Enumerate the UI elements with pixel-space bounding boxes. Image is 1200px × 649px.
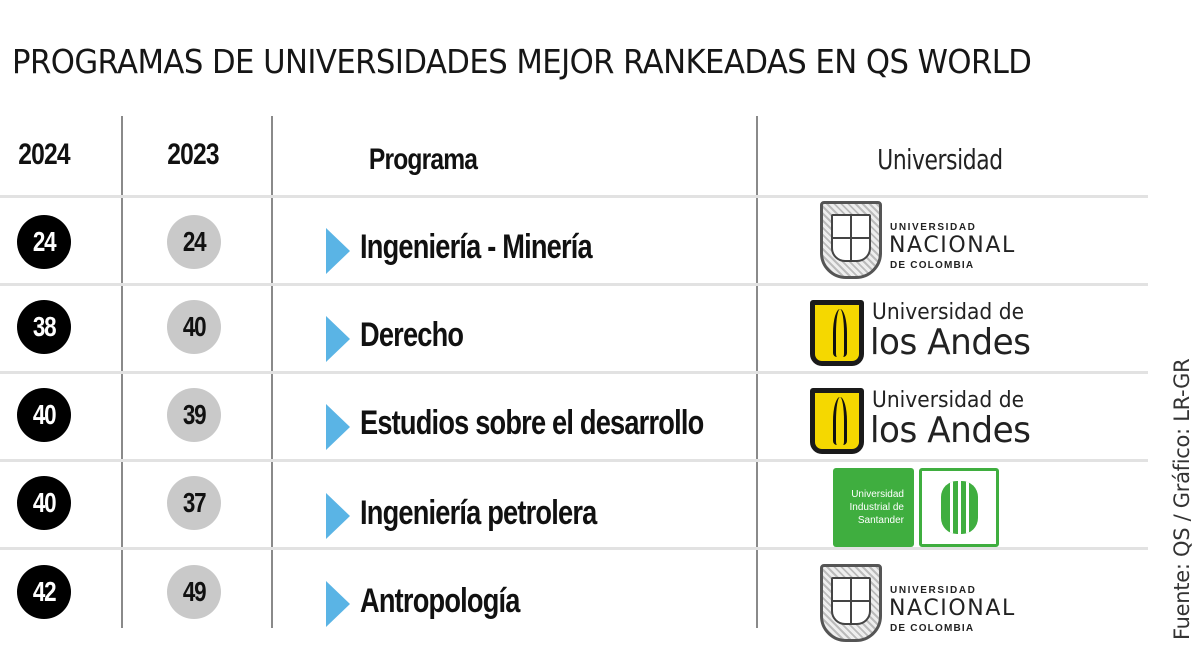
program-name: Antropología (360, 582, 520, 620)
rank-2024-badge: 42 (17, 565, 71, 619)
program-name: Ingeniería petrolera (360, 494, 597, 532)
table-row: 40 39 Estudios sobre el desarrollo Unive… (0, 374, 1148, 462)
header-programa: Programa (368, 143, 478, 176)
andes-shield-icon (810, 388, 864, 454)
arrow-icon (326, 316, 350, 362)
row-divider (0, 459, 1148, 462)
rank-2024-badge: 40 (17, 476, 71, 530)
rank-2023-badge: 40 (167, 300, 221, 354)
logo-universidad-nacional: UNIVERSIDAD NACIONAL DE COLOMBIA (820, 201, 1020, 283)
rank-2023-badge: 39 (167, 388, 221, 442)
program-name: Ingeniería - Minería (360, 228, 593, 266)
row-divider (0, 195, 1148, 198)
andes-shield-icon (810, 300, 864, 366)
rank-2024-badge: 40 (17, 388, 71, 442)
logo-universidad-de-los-andes: Universidad de los Andes (810, 300, 1031, 370)
program-name: Estudios sobre el desarrollo (360, 404, 704, 442)
unal-shield-icon (820, 564, 882, 642)
row-divider (0, 547, 1148, 550)
rank-2024-badge: 24 (17, 215, 71, 269)
table-row: 38 40 Derecho Universidad de los Andes (0, 286, 1148, 374)
rank-2024-badge: 38 (17, 300, 71, 354)
rank-2023-badge: 49 (167, 565, 221, 619)
table-row: 24 24 Ingeniería - Minería UNIVERSIDAD N… (0, 198, 1148, 286)
logo-universidad-de-los-andes: Universidad de los Andes (810, 388, 1031, 458)
logo-universidad-industrial-santander: Universidad Industrial de Santander (833, 468, 1003, 548)
uis-emblem-icon (919, 468, 999, 547)
rank-2023-badge: 37 (167, 476, 221, 530)
rank-2023-badge: 24 (167, 215, 221, 269)
table-row: 40 37 Ingeniería petrolera Universidad I… (0, 462, 1148, 550)
row-divider (0, 283, 1148, 286)
header-2024: 2024 (18, 138, 70, 171)
table-row: 42 49 Antropología UNIVERSIDAD NACIONAL … (0, 550, 1148, 642)
chart-title: PROGRAMAS DE UNIVERSIDADES MEJOR RANKEAD… (12, 42, 1032, 81)
logo-universidad-nacional: UNIVERSIDAD NACIONAL DE COLOMBIA (820, 564, 1020, 646)
header-2023: 2023 (167, 138, 219, 171)
unal-shield-icon (820, 201, 882, 279)
header-universidad: Universidad (877, 143, 1003, 176)
uis-text-box: Universidad Industrial de Santander (833, 468, 914, 547)
arrow-icon (326, 404, 350, 450)
arrow-icon (326, 493, 350, 539)
program-name: Derecho (360, 316, 464, 354)
arrow-icon (326, 581, 350, 627)
row-divider (0, 371, 1148, 374)
arrow-icon (326, 228, 350, 274)
source-credit: Fuente: QS / Gráfico: LR-GR (1170, 358, 1194, 640)
